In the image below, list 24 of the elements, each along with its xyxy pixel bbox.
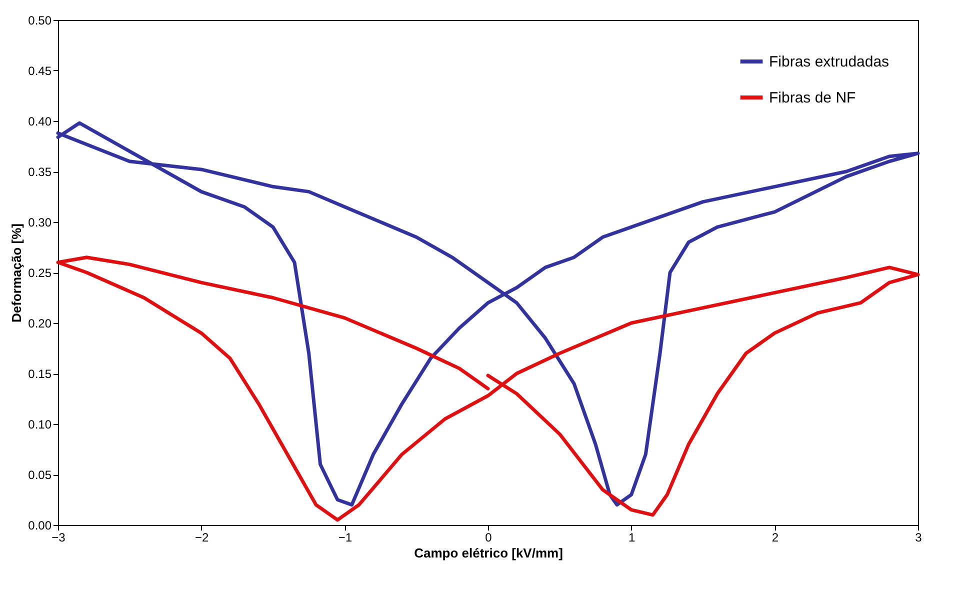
legend-label: Fibras extrudadas [769, 54, 890, 70]
y-tick-label: 0.10 [28, 418, 52, 432]
y-tick-label: 0.05 [28, 468, 52, 482]
x-tick-label: −1 [338, 530, 352, 544]
y-tick-label: 0.45 [28, 64, 52, 78]
y-tick-label: 0.40 [28, 114, 52, 128]
x-tick-label: −2 [194, 530, 209, 544]
y-tick-label: 0.50 [28, 14, 52, 28]
line-series [56, 256, 920, 522]
y-axis-title: Deformação [%] [9, 224, 24, 322]
x-tick-label: 2 [772, 530, 779, 544]
y-tick-label: 0.20 [28, 316, 52, 330]
line-series [56, 121, 920, 507]
x-tick-label: 1 [628, 530, 636, 544]
x-tick-label: −3 [52, 530, 66, 544]
y-tick-label: 0.35 [28, 165, 52, 179]
y-tick-label: 0.25 [28, 266, 52, 280]
legend-label: Fibras de NF [769, 90, 856, 106]
y-tick-label: 0.15 [28, 367, 52, 381]
x-tick-label: 0 [485, 530, 492, 544]
x-tick-label: 3 [915, 530, 922, 544]
y-tick-label: 0.30 [28, 216, 52, 230]
y-tick-label: 0.00 [28, 518, 52, 532]
x-axis-title: Campo elétrico [kV/mm] [414, 546, 563, 560]
